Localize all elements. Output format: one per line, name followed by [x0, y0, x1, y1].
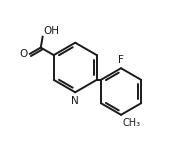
Text: CH₃: CH₃	[123, 118, 141, 128]
Text: O: O	[19, 49, 28, 59]
Text: OH: OH	[43, 26, 59, 36]
Text: F: F	[118, 55, 124, 65]
Text: N: N	[71, 96, 79, 106]
